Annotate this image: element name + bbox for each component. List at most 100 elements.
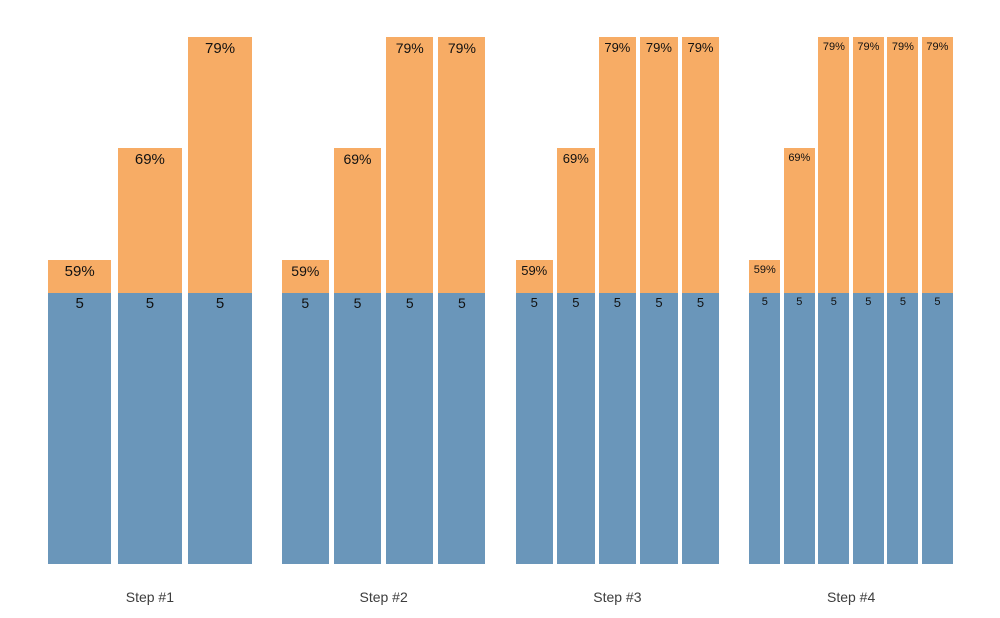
bar-top-segment: 79% xyxy=(598,37,637,293)
bar-base-label: 5 xyxy=(405,295,414,311)
category-label: Step #1 xyxy=(125,589,174,605)
bar-groups-row: 59% 5 69% 5 79% 5 59% 5 69% 5 79% 5 79% 5 59% 5 69% 5 79% 5… xyxy=(48,0,953,564)
bar-base-segment: 5 xyxy=(118,293,182,564)
stacked-bar: 79% 5 xyxy=(921,37,953,564)
bar-base-label: 5 xyxy=(572,295,580,310)
bar-base-segment: 5 xyxy=(887,293,919,564)
bar-base-label: 5 xyxy=(830,296,837,308)
bar-top-label: 79% xyxy=(395,40,424,56)
bar-top-segment: 59% xyxy=(48,260,112,293)
bar-top-label: 59% xyxy=(291,263,320,279)
bar-base-label: 5 xyxy=(761,296,768,308)
bar-base-segment: 5 xyxy=(281,293,329,564)
bar-base-segment: 5 xyxy=(386,293,434,564)
bar-top-segment: 59% xyxy=(281,260,329,293)
bar-top-label: 79% xyxy=(926,41,949,53)
bar-base-segment: 5 xyxy=(818,293,850,564)
bar-base-label: 5 xyxy=(353,295,362,311)
bar-group: 59% 5 69% 5 79% 5 79% 5 79% 5 xyxy=(515,0,720,564)
bar-top-label: 79% xyxy=(891,41,914,53)
bar-base-segment: 5 xyxy=(515,293,553,564)
bar-top-label: 69% xyxy=(562,151,589,166)
bar-base-label: 5 xyxy=(899,296,906,308)
bar-base-label: 5 xyxy=(215,295,225,312)
bar-top-segment: 69% xyxy=(118,148,182,293)
bar-group: 59% 5 69% 5 79% 5 79% 5 xyxy=(281,0,486,564)
bar-base-segment: 5 xyxy=(48,293,112,564)
bar-top-segment: 69% xyxy=(333,148,382,293)
stacked-bar: 79% 5 xyxy=(852,37,884,564)
stacked-bar: 69% 5 xyxy=(333,148,382,564)
bar-base-label: 5 xyxy=(934,296,941,308)
stacked-bar: 59% 5 xyxy=(48,260,112,564)
stacked-bar: 79% 5 xyxy=(681,37,720,564)
bar-top-segment: 79% xyxy=(681,37,720,293)
bar-base-label: 5 xyxy=(655,295,663,310)
bar-base-segment: 5 xyxy=(438,293,486,564)
bar-top-label: 79% xyxy=(822,41,845,53)
bar-top-segment: 69% xyxy=(783,148,815,293)
bar-top-label: 79% xyxy=(645,40,672,55)
stacked-bar: 69% 5 xyxy=(783,148,815,564)
bar-base-label: 5 xyxy=(145,295,155,312)
bar-base-label: 5 xyxy=(696,295,705,310)
stacked-bar: 79% 5 xyxy=(887,37,919,564)
bar-base-segment: 5 xyxy=(921,293,953,564)
bar-top-label: 59% xyxy=(753,264,776,276)
bar-top-segment: 79% xyxy=(438,37,486,293)
bar-top-segment: 79% xyxy=(921,37,953,293)
bar-top-label: 79% xyxy=(205,40,236,57)
stacked-bar: 79% 5 xyxy=(598,37,637,564)
bar-top-segment: 59% xyxy=(749,260,781,293)
bar-group: 59% 5 69% 5 79% 5 xyxy=(48,0,252,564)
stacked-bar: 79% 5 xyxy=(386,37,434,564)
category-label: Step #3 xyxy=(593,589,642,605)
bar-base-segment: 5 xyxy=(640,293,678,564)
bar-top-segment: 79% xyxy=(818,37,850,293)
stacked-bar: 59% 5 xyxy=(515,260,553,564)
stacked-bar: 69% 5 xyxy=(557,148,595,564)
bar-base-label: 5 xyxy=(613,295,621,310)
bar-top-label: 69% xyxy=(134,151,165,168)
category-label: Step #2 xyxy=(359,589,408,605)
bar-base-segment: 5 xyxy=(333,293,382,564)
bar-top-label: 69% xyxy=(343,151,372,167)
stacked-bar: 69% 5 xyxy=(118,148,182,564)
category-label: Step #4 xyxy=(826,589,876,605)
bar-base-label: 5 xyxy=(796,296,803,308)
bar-top-segment: 59% xyxy=(515,260,553,293)
stacked-bar: 79% 5 xyxy=(188,37,252,564)
bar-top-label: 79% xyxy=(447,40,476,56)
stacked-bar: 79% 5 xyxy=(640,37,678,564)
stacked-bar: 79% 5 xyxy=(438,37,486,564)
bar-base-segment: 5 xyxy=(598,293,637,564)
bar-base-segment: 5 xyxy=(852,293,884,564)
bar-base-label: 5 xyxy=(458,295,466,311)
bar-top-label: 79% xyxy=(857,41,880,53)
bar-base-label: 5 xyxy=(530,295,538,310)
bar-base-segment: 5 xyxy=(783,293,815,564)
stacked-bar: 59% 5 xyxy=(749,260,781,564)
bar-base-label: 5 xyxy=(301,295,310,311)
bar-top-segment: 79% xyxy=(640,37,678,293)
stacked-bar: 79% 5 xyxy=(818,37,850,564)
bar-base-segment: 5 xyxy=(188,293,252,564)
stacked-bar: 59% 5 xyxy=(281,260,329,564)
bar-top-label: 59% xyxy=(64,263,95,280)
bar-top-label: 79% xyxy=(604,40,631,55)
bar-top-segment: 79% xyxy=(852,37,884,293)
bar-top-segment: 79% xyxy=(887,37,919,293)
bar-group: 59% 5 69% 5 79% 5 79% 5 79% 5 79% 5 xyxy=(749,0,953,564)
category-labels-row: Step #1 Step #2 Step #3 Step #4 xyxy=(48,589,953,605)
bar-base-segment: 5 xyxy=(749,293,781,564)
bar-top-segment: 69% xyxy=(557,148,595,293)
bar-top-label: 59% xyxy=(521,263,548,278)
bar-top-label: 79% xyxy=(687,40,714,55)
bar-top-segment: 79% xyxy=(386,37,434,293)
bar-top-segment: 79% xyxy=(188,37,252,293)
bar-base-segment: 5 xyxy=(681,293,720,564)
bar-base-label: 5 xyxy=(865,296,872,308)
bar-top-label: 69% xyxy=(788,152,811,164)
bar-base-segment: 5 xyxy=(557,293,595,564)
